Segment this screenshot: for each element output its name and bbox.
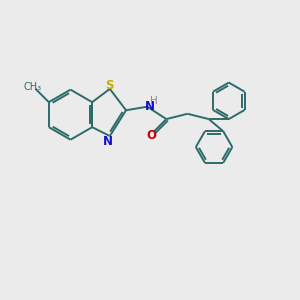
Text: N: N: [145, 100, 154, 113]
Text: O: O: [147, 129, 157, 142]
Text: H: H: [150, 96, 158, 106]
Text: N: N: [103, 135, 113, 148]
Text: S: S: [106, 79, 114, 92]
Text: CH₃: CH₃: [23, 82, 41, 92]
